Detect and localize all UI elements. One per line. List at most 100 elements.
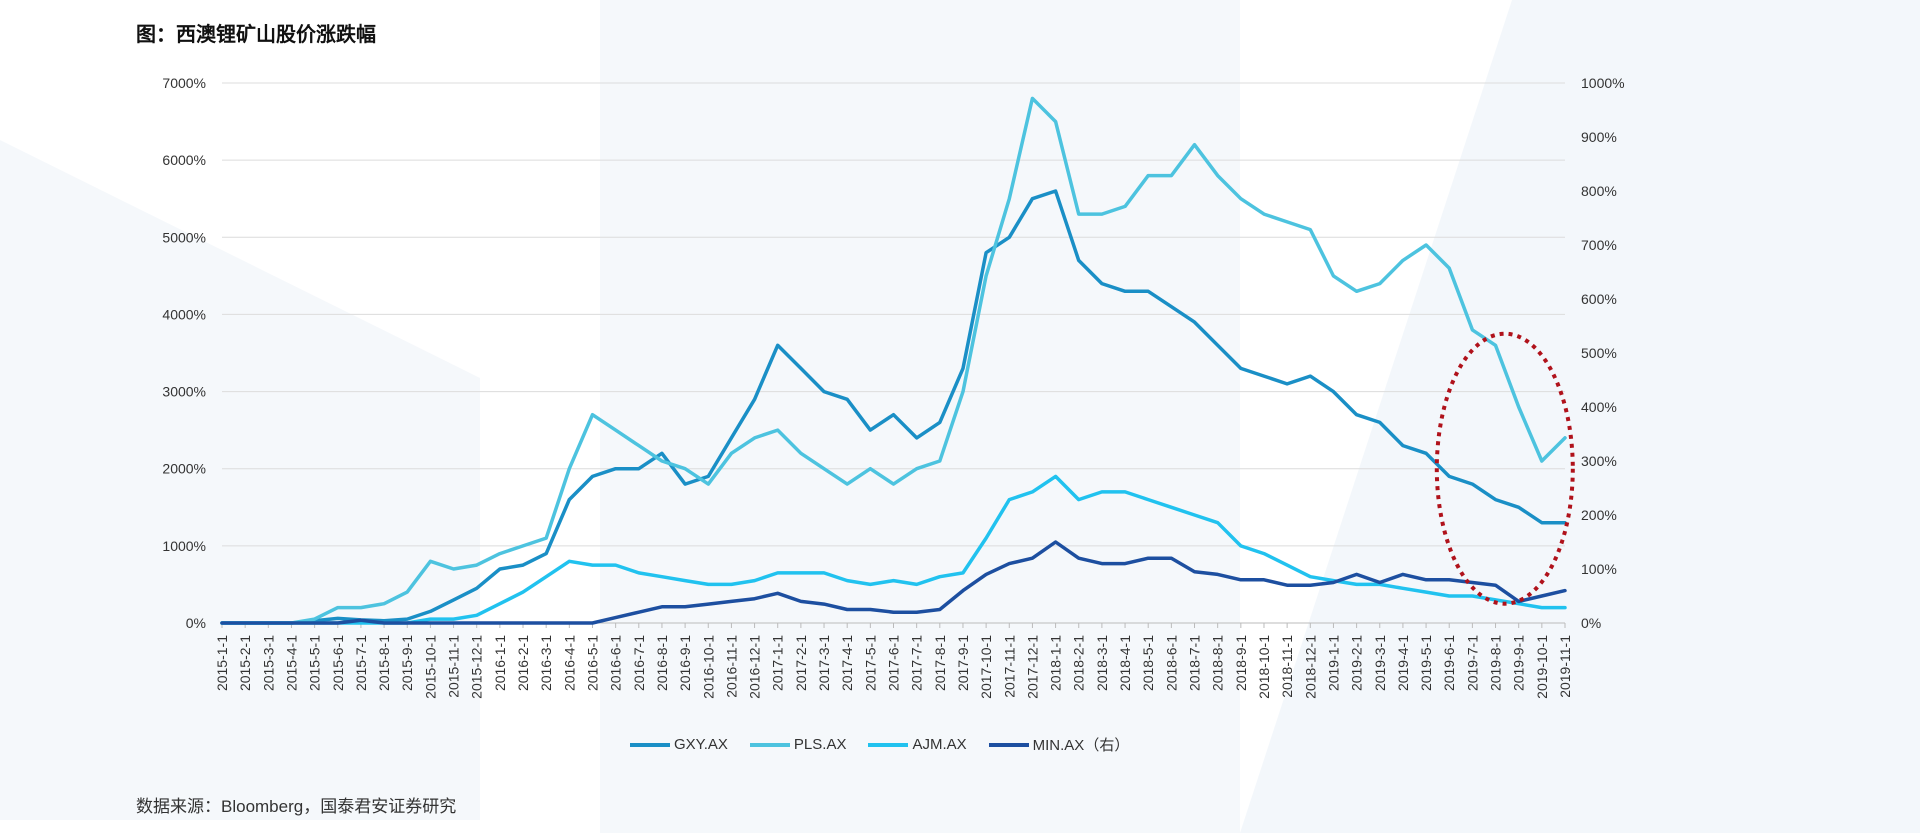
x-axis-tick-label: 2018-1-1: [1048, 635, 1064, 691]
x-axis-tick-label: 2017-9-1: [955, 635, 971, 691]
right-axis-tick-label: 600%: [1581, 291, 1617, 307]
x-axis-tick-label: 2016-2-1: [515, 635, 531, 691]
x-axis-tick-label: 2015-2-1: [237, 635, 253, 691]
x-axis-tick-label: 2015-12-1: [469, 635, 485, 699]
x-axis-tick-label: 2019-7-1: [1464, 635, 1480, 691]
x-axis-tick-label: 2017-10-1: [978, 635, 994, 699]
x-axis-tick-label: 2015-11-1: [446, 635, 462, 698]
x-axis-tick-label: 2016-1-1: [492, 635, 508, 691]
series-line-ajmax: [220, 474, 1567, 625]
x-axis-tick-label: 2019-6-1: [1441, 635, 1457, 691]
x-axis-tick-label: 2017-11-1: [1001, 635, 1017, 698]
x-axis-tick-label: 2015-8-1: [376, 635, 392, 691]
x-axis-tick-label: 2015-10-1: [422, 635, 438, 699]
x-axis-tick-label: 2018-8-1: [1210, 635, 1226, 691]
x-axis-tick-label: 2019-2-1: [1349, 635, 1365, 691]
right-axis-tick-label: 800%: [1581, 183, 1617, 199]
x-axis-tick-label: 2019-9-1: [1511, 635, 1527, 691]
legend-swatch: [749, 742, 790, 747]
x-axis-tick-label: 2016-11-1: [723, 635, 739, 698]
legend-swatch: [868, 742, 909, 747]
series-line-minax: [220, 540, 1567, 625]
x-axis-tick-label: 2019-3-1: [1372, 635, 1388, 691]
right-axis-tick-label: 400%: [1581, 399, 1617, 415]
legend-item-min: MIN.AX（右）: [988, 734, 1130, 755]
x-axis-tick-label: 2015-3-1: [260, 635, 276, 691]
x-axis-tick-label: 2015-9-1: [399, 635, 415, 691]
right-axis-tick-label: 500%: [1581, 345, 1617, 361]
x-axis-tick-label: 2015-7-1: [353, 635, 369, 691]
x-axis-tick-label: 2016-5-1: [584, 635, 600, 691]
x-axis-tick-label: 2018-7-1: [1187, 635, 1203, 691]
left-axis-tick-label: 3000%: [162, 384, 206, 400]
x-axis-tick-label: 2016-3-1: [538, 635, 554, 691]
x-axis-tick-label: 2018-9-1: [1233, 635, 1249, 691]
data-source-note: 数据来源：Bloomberg，国泰君安证券研究: [136, 797, 457, 816]
legend-swatch: [988, 742, 1029, 747]
x-axis-tick-label: 2017-3-1: [816, 635, 832, 691]
x-axis-tick-label: 2018-6-1: [1163, 635, 1179, 691]
series-line-plsax: [220, 96, 1567, 625]
x-axis-tick-label: 2016-6-1: [608, 635, 624, 691]
x-axis-tick-label: 2017-12-1: [1024, 635, 1040, 699]
x-axis-tick-label: 2016-10-1: [700, 635, 716, 699]
x-axis-tick-label: 2017-1-1: [770, 635, 786, 691]
left-axis-tick-label: 0%: [186, 615, 206, 631]
x-axis-tick-label: 2017-5-1: [862, 635, 878, 691]
x-axis-tick-label: 2018-3-1: [1094, 635, 1110, 691]
x-axis-tick-label: 2015-5-1: [307, 635, 323, 691]
x-axis-tick-label: 2017-7-1: [909, 635, 925, 691]
right-axis-tick-label: 100%: [1581, 561, 1617, 577]
highlight-ellipse: [1434, 331, 1575, 606]
background-shape: [600, 0, 1240, 833]
x-axis-tick-label: 2016-4-1: [561, 635, 577, 691]
x-axis-tick-label: 2016-7-1: [631, 635, 647, 691]
left-axis-tick-label: 4000%: [162, 306, 206, 322]
x-axis-tick-label: 2019-4-1: [1395, 635, 1411, 691]
right-axis-tick-label: 1000%: [1581, 75, 1625, 91]
x-axis-tick-label: 2018-11-1: [1279, 635, 1295, 698]
legend-label: PLS.AX: [793, 736, 847, 753]
left-axis-tick-label: 2000%: [162, 461, 206, 477]
right-axis-tick-label: 700%: [1581, 237, 1617, 253]
x-axis-tick-label: 2019-8-1: [1488, 635, 1504, 691]
right-axis-tick-label: 0%: [1581, 615, 1601, 631]
x-axis-tick-label: 2017-6-1: [886, 635, 902, 691]
left-axis-tick-label: 1000%: [162, 538, 206, 554]
x-axis-tick-label: 2019-5-1: [1418, 635, 1434, 691]
x-axis-tick-label: 2017-4-1: [839, 635, 855, 691]
left-axis-tick-label: 5000%: [162, 229, 206, 245]
legend-swatch: [630, 742, 670, 747]
chart-title: 图：西澳锂矿山股价涨跌幅: [136, 24, 376, 46]
chart-legend: GXY.AX PLS.AX AJM.AX MIN.AX（右）: [630, 734, 1129, 755]
x-axis-tick-label: 2017-8-1: [932, 635, 948, 691]
legend-label: MIN.AX（右）: [1032, 737, 1130, 754]
right-axis-tick-label: 200%: [1581, 507, 1617, 523]
left-axis-tick-label: 6000%: [162, 152, 206, 168]
left-axis-tick-label: 7000%: [162, 75, 206, 91]
legend-item-pls: PLS.AX: [749, 734, 847, 755]
x-axis-tick-label: 2019-1-1: [1325, 635, 1341, 691]
legend-item-ajm: AJM.AX: [868, 734, 967, 755]
x-axis-tick-label: 2015-4-1: [283, 635, 299, 691]
x-axis-tick-label: 2017-2-1: [793, 635, 809, 691]
legend-label: GXY.AX: [674, 736, 728, 753]
x-axis-tick-label: 2019-11-1: [1557, 635, 1573, 698]
right-axis-tick-label: 300%: [1581, 453, 1617, 469]
x-axis-tick-label: 2018-10-1: [1256, 635, 1272, 699]
x-axis-tick-label: 2016-12-1: [747, 635, 763, 699]
legend-item-gxy: GXY.AX: [630, 734, 728, 755]
x-axis-tick-label: 2016-9-1: [677, 635, 693, 691]
x-axis-tick-label: 2018-2-1: [1071, 635, 1087, 691]
series-line-gxyax: [220, 189, 1567, 625]
legend-label: AJM.AX: [912, 736, 967, 753]
x-axis-tick-label: 2019-10-1: [1534, 635, 1550, 699]
right-axis-tick-label: 900%: [1581, 129, 1617, 145]
x-axis-tick-label: 2016-8-1: [654, 635, 670, 691]
x-axis-tick-label: 2018-12-1: [1302, 635, 1318, 699]
x-axis-tick-label: 2015-6-1: [330, 635, 346, 691]
x-axis-tick-label: 2015-1-1: [214, 635, 230, 691]
x-axis-tick-label: 2018-5-1: [1140, 635, 1156, 691]
x-axis-tick-label: 2018-4-1: [1117, 635, 1133, 691]
